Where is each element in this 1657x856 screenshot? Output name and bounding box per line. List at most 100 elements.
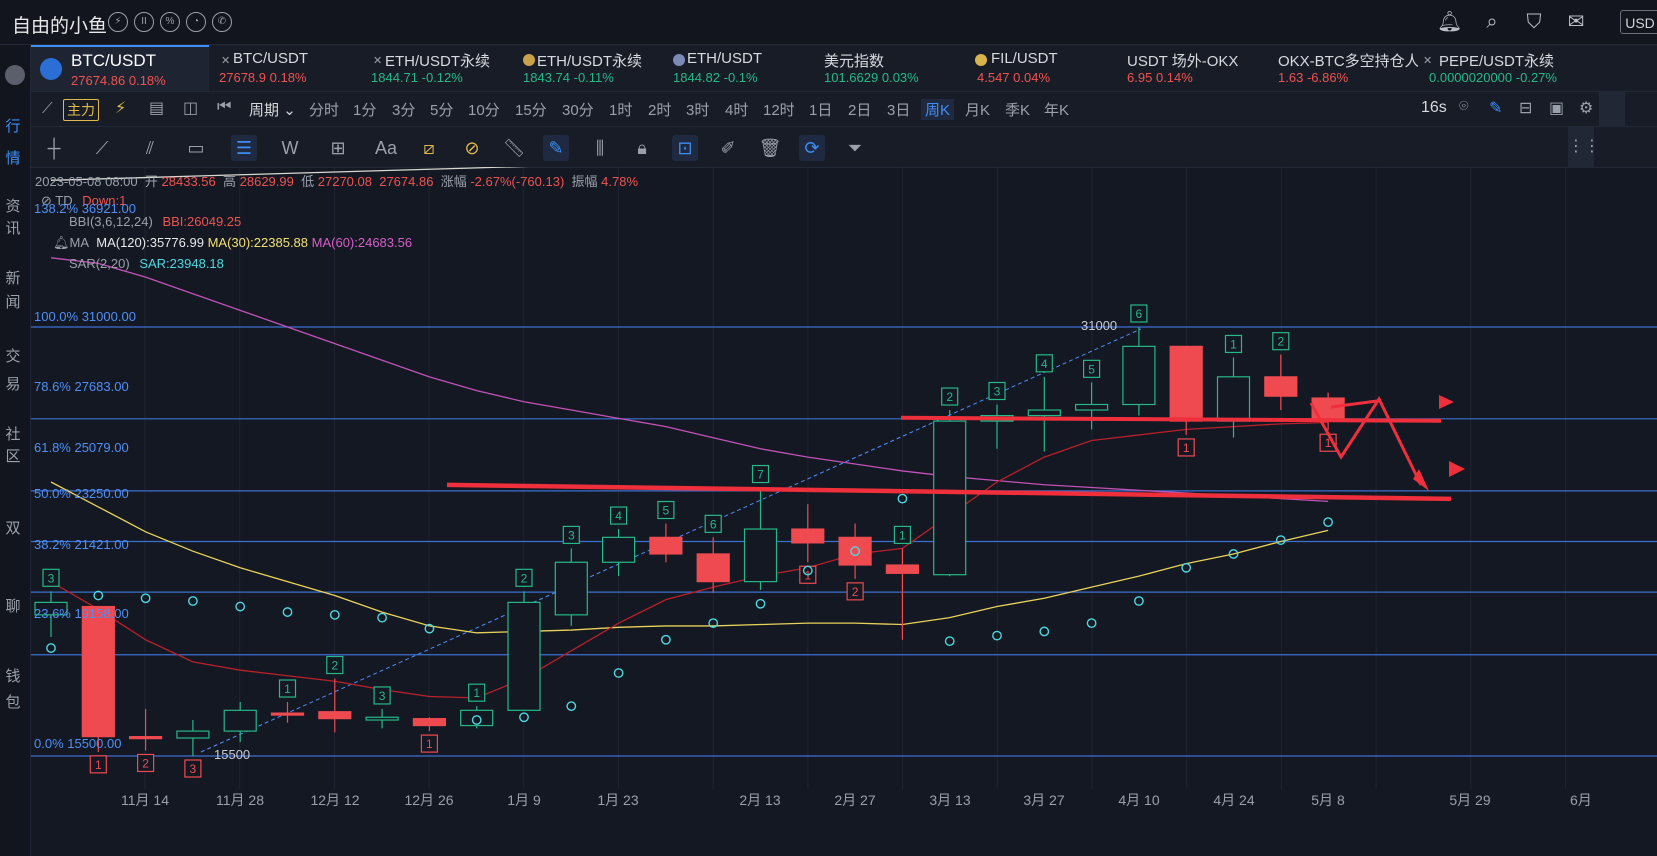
period-option[interactable]: 3分 xyxy=(392,102,416,119)
period-option[interactable]: 10分 xyxy=(468,102,500,119)
period-option[interactable]: 2时 xyxy=(648,102,672,119)
period-option[interactable]: 季K xyxy=(1005,102,1031,119)
edit-icon[interactable]: ✐ xyxy=(720,138,736,158)
period-option[interactable]: 1分 xyxy=(353,102,377,119)
image-icon[interactable]: ▣ xyxy=(1549,100,1565,117)
tab-usdt-otc-okx[interactable]: USDT 场外-OKX 6.95 0.14% xyxy=(1119,45,1269,91)
fib-circle-icon[interactable]: ⊘ xyxy=(464,138,480,158)
period-option[interactable]: 分时 xyxy=(309,102,340,119)
bell-icon[interactable]: 🔔︎ xyxy=(53,235,70,250)
rail-item-trade-2[interactable]: 易 xyxy=(5,376,21,393)
pause-icon[interactable]: II xyxy=(134,12,154,32)
rail-item-dual[interactable]: 双 xyxy=(5,520,21,537)
tab-eth-usdt-perp-2[interactable]: ETH/USDT永续 1843.74 -0.11% xyxy=(521,45,671,91)
candles-icon[interactable]: ⫼ xyxy=(595,138,605,158)
bookmark-icon[interactable]: ⊡ xyxy=(672,135,698,161)
td-indicator[interactable]: ⊘ TD Down:1 xyxy=(41,193,126,209)
period-option[interactable]: 年K xyxy=(1044,102,1070,119)
gear-icon[interactable]: ⚙ xyxy=(1579,100,1594,117)
rail-item-info[interactable]: 新 xyxy=(5,270,21,287)
tab-eth-usdt-perp[interactable]: ✕ ETH/USDT永续 1844.71 -0.12% xyxy=(369,45,514,91)
period-option[interactable]: 4时 xyxy=(725,102,749,119)
mail-icon[interactable]: ✉ xyxy=(1567,11,1585,33)
rail-item-wallet[interactable]: 钱 xyxy=(5,668,21,685)
period-option-active[interactable]: 周K xyxy=(921,99,955,120)
rail-item-market-2[interactable]: 情 xyxy=(5,150,21,167)
td-marker-label: 1 xyxy=(284,682,291,696)
rail-item-news-2[interactable]: 讯 xyxy=(5,220,21,237)
lightning-icon[interactable]: ⚡ xyxy=(115,100,127,117)
gauge-icon[interactable]: ◔ xyxy=(186,12,206,32)
main-indicator-button[interactable]: 主力 xyxy=(63,99,99,121)
text-icon[interactable]: Aa xyxy=(374,138,398,158)
currency-button[interactable]: USD xyxy=(1620,10,1657,34)
phone-icon[interactable]: ✆ xyxy=(212,12,232,32)
parallel-lines-icon[interactable]: ⫽ xyxy=(145,138,155,158)
layout-icon[interactable]: ▤ xyxy=(149,100,165,117)
rail-item-trade[interactable]: 交 xyxy=(5,348,21,365)
fib-tool-icon[interactable]: ⧄ xyxy=(423,138,435,158)
camera-icon[interactable]: ⌾ xyxy=(1459,98,1469,115)
rail-item-info-2[interactable]: 闻 xyxy=(5,294,21,311)
magnet-icon[interactable]: ⟳ xyxy=(799,135,825,161)
crosshair-icon[interactable]: ┼ xyxy=(47,138,61,158)
wave-icon[interactable]: W xyxy=(281,138,299,158)
period-option[interactable]: 2日 xyxy=(848,102,872,119)
brush-icon[interactable]: ✎ xyxy=(543,135,569,161)
tab-btc-usdt-active[interactable]: BTC/USDT 27674.86 0.18% xyxy=(31,45,209,91)
ma60-value: MA(60):24683.56 xyxy=(311,235,413,250)
period-option[interactable]: 3时 xyxy=(686,102,710,119)
rail-item-wallet-2[interactable]: 包 xyxy=(5,694,21,711)
note-icon[interactable]: ⊟ xyxy=(1519,100,1533,117)
refresh-interval[interactable]: 16s xyxy=(1421,99,1447,116)
period-option[interactable]: 3日 xyxy=(887,102,911,119)
period-option[interactable]: 30分 xyxy=(562,102,594,119)
pencil-icon[interactable]: ✎ xyxy=(1489,100,1503,117)
ruler-icon[interactable]: 📏︎ xyxy=(502,138,526,158)
period-option[interactable]: 1时 xyxy=(609,102,633,119)
tab-fil-usdt[interactable]: FIL/USDT 4.547 0.04% xyxy=(969,45,1119,91)
rail-item-social-2[interactable]: 区 xyxy=(5,448,21,465)
period-option[interactable]: 1日 xyxy=(809,102,833,119)
search-icon[interactable]: ⌕ xyxy=(1486,11,1498,33)
bell-icon[interactable]: 🔔︎ xyxy=(1437,11,1463,33)
rail-item-news[interactable]: 资 xyxy=(5,198,21,215)
rail-item-chat[interactable]: 聊 xyxy=(5,598,21,615)
percent-icon[interactable]: % xyxy=(160,12,180,32)
add-box-icon[interactable]: ⊞ xyxy=(330,138,346,158)
rail-item-market[interactable]: 行 xyxy=(5,118,21,135)
filter-icon[interactable]: ⏷ xyxy=(847,138,863,158)
tab-usd-index[interactable]: 美元指数 101.6629 0.03% xyxy=(816,45,966,91)
period-dropdown[interactable]: 周期 ⌄ xyxy=(249,99,296,120)
drag-handle-icon[interactable]: ⋮⋮ xyxy=(1568,127,1600,167)
tab-price: 1844.71 xyxy=(371,70,418,85)
lock-icon[interactable]: 🔒︎ xyxy=(637,138,647,158)
tab-okx-btc-ratio[interactable]: OKX-BTC多空持仓人数 1.63 -6.86% xyxy=(1270,45,1418,91)
tab-pepe-usdt-perp[interactable]: ✕ PEPE/USDT永续 0.0000020000 -0.27% xyxy=(1421,45,1657,91)
shirt-icon[interactable]: ⛉ xyxy=(1526,11,1542,33)
trendline-icon[interactable]: ⟋ xyxy=(95,138,109,158)
rail-item-social[interactable]: 社 xyxy=(5,426,21,443)
high-value: 28629.99 xyxy=(239,174,294,189)
eye-off-icon[interactable]: ⊘ xyxy=(41,193,52,208)
chart-type-icon[interactable]: ⟋ xyxy=(42,100,53,117)
period-option[interactable]: 5分 xyxy=(430,102,454,119)
period-option[interactable]: 15分 xyxy=(515,102,547,119)
replay-icon[interactable]: ⏮ xyxy=(217,98,232,115)
sar-dot xyxy=(850,546,860,557)
avatar[interactable] xyxy=(5,65,25,85)
split-icon[interactable]: ◫ xyxy=(183,100,199,117)
lightning-icon[interactable]: ⚡ xyxy=(108,12,128,32)
candle-body xyxy=(176,730,210,739)
trash-icon[interactable]: 🗑︎ xyxy=(758,138,782,158)
rectangle-icon[interactable]: ▭ xyxy=(187,138,205,158)
td-marker-label: 6 xyxy=(1136,307,1143,321)
panel-handle[interactable] xyxy=(1599,92,1625,126)
tab-btc-usdt[interactable]: ✕ BTC/USDT 27678.9 0.18% xyxy=(217,45,367,91)
tab-eth-usdt[interactable]: ETH/USDT 1844.82 -0.1% xyxy=(671,45,811,91)
period-option[interactable]: 月K xyxy=(965,102,991,119)
horizontal-lines-icon[interactable]: ☰ xyxy=(231,135,257,161)
period-option[interactable]: 12时 xyxy=(763,102,795,119)
